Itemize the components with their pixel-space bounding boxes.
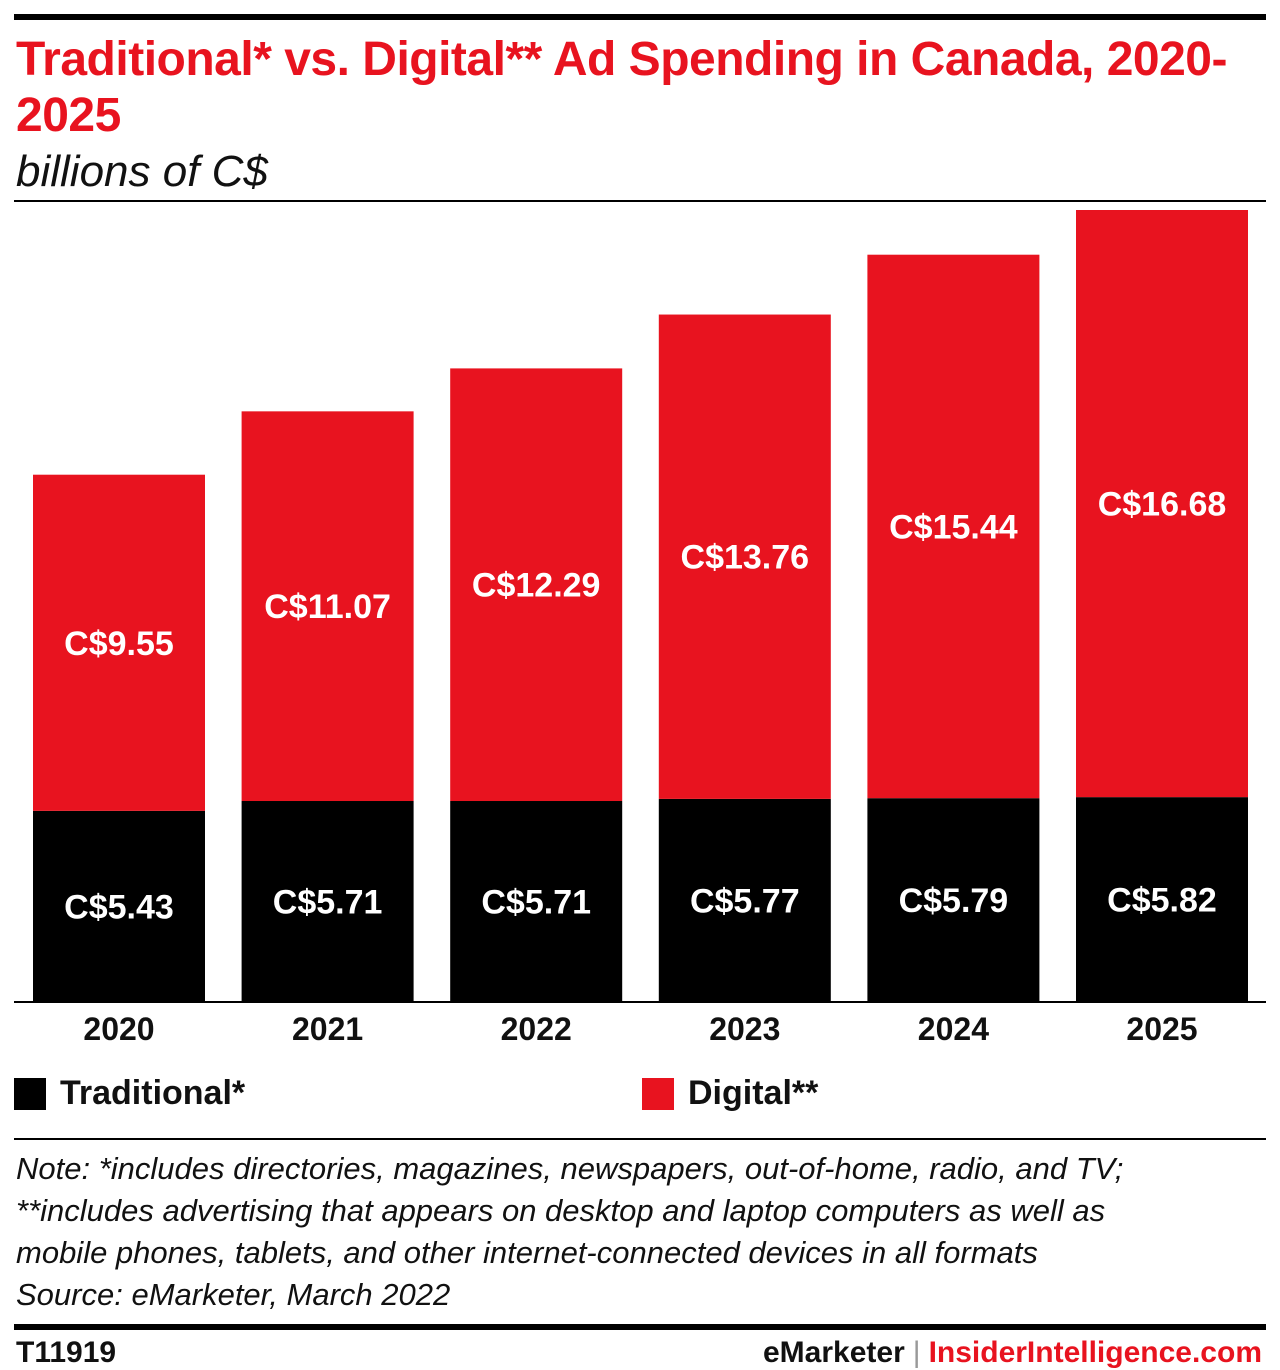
- legend-label-digital: Digital**: [688, 1074, 819, 1112]
- legend-swatch-traditional: [14, 1077, 46, 1110]
- x-tick-label-2025: 2025: [1126, 1011, 1197, 1047]
- notes-rule: [14, 1138, 1266, 1140]
- x-tick-label-2020: 2020: [83, 1011, 154, 1047]
- chart-subtitle: billions of C$: [16, 147, 268, 196]
- data-label-traditional-2024: C$5.79: [899, 882, 1009, 920]
- data-label-digital-2024: C$15.44: [889, 508, 1018, 546]
- bar-digital-2025: [1076, 210, 1248, 798]
- legend-swatch-digital: [642, 1077, 674, 1110]
- data-label-traditional-2020: C$5.43: [64, 888, 174, 926]
- subtitle-rule: [14, 200, 1266, 202]
- bar-traditional-2020: [33, 810, 205, 1002]
- data-label-digital-2023: C$13.76: [681, 539, 810, 577]
- notes-block: Note: *includes directories, magazines, …: [16, 1148, 1266, 1316]
- x-tick-label-2022: 2022: [501, 1011, 572, 1047]
- chart-id: T11919: [16, 1336, 117, 1369]
- legend-item-traditional: Traditional*: [14, 1074, 245, 1113]
- data-label-traditional-2021: C$5.71: [273, 884, 383, 922]
- footer-branding: eMarketer | InsiderIntelligence.com: [763, 1336, 1262, 1370]
- data-label-traditional-2025: C$5.82: [1107, 882, 1217, 920]
- brand-insider-intelligence: InsiderIntelligence.com: [928, 1336, 1262, 1369]
- legend-item-digital: Digital**: [642, 1074, 818, 1113]
- data-label-digital-2021: C$11.07: [264, 588, 391, 626]
- bar-traditional-2025: [1076, 797, 1248, 1002]
- x-tick-label-2024: 2024: [918, 1011, 989, 1047]
- legend-label-traditional: Traditional*: [60, 1074, 246, 1112]
- x-tick-label-2023: 2023: [709, 1011, 780, 1047]
- data-label-traditional-2023: C$5.77: [690, 882, 800, 920]
- brand-separator: |: [912, 1336, 921, 1369]
- brand-emarketer: eMarketer: [763, 1336, 905, 1369]
- bar-traditional-2022: [450, 801, 623, 1002]
- bar-digital-2024: [867, 254, 1040, 799]
- chart-title: Traditional* vs. Digital** Ad Spending i…: [16, 33, 1227, 142]
- note-line: **includes advertising that appears on d…: [16, 1193, 1106, 1228]
- stacked-bar-chart: C$5.43 C$9.55 C$5.71 C$11.07 C$5.71 C$12.29 C$…: [14, 210, 1266, 1047]
- x-tick-label-2021: 2021: [292, 1011, 363, 1047]
- bar-digital-2020: [33, 474, 205, 811]
- bar-digital-2022: [450, 368, 623, 802]
- data-label-traditional-2022: C$5.71: [481, 884, 591, 922]
- data-label-digital-2022: C$12.29: [472, 567, 601, 605]
- source-line: Source: eMarketer, March 2022: [16, 1277, 451, 1312]
- top-rule: [14, 14, 1266, 20]
- bar-digital-2021: [241, 411, 414, 802]
- note-line: mobile phones, tablets, and other intern…: [16, 1235, 1038, 1270]
- bar-traditional-2021: [241, 801, 414, 1002]
- data-label-digital-2020: C$9.55: [64, 625, 174, 663]
- bottom-rule: [14, 1324, 1266, 1330]
- bar-digital-2023: [658, 314, 831, 799]
- bar-traditional-2023: [658, 798, 831, 1002]
- bar-traditional-2024: [867, 798, 1040, 1002]
- data-label-digital-2025: C$16.68: [1098, 486, 1227, 524]
- note-line: Note: *includes directories, magazines, …: [16, 1151, 1124, 1186]
